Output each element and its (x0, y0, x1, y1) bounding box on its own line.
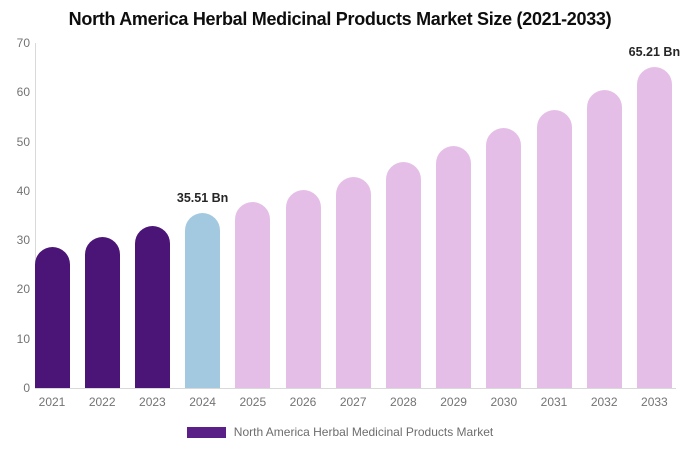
x-axis-tick-label: 2029 (440, 395, 467, 409)
x-axis-tick-label: 2024 (189, 395, 216, 409)
legend-label: North America Herbal Medicinal Products … (233, 425, 494, 439)
legend-swatch (186, 426, 226, 438)
bar-2027[interactable] (335, 176, 371, 388)
chart-title: North America Herbal Medicinal Products … (68, 9, 612, 29)
bar-2025[interactable] (235, 201, 271, 388)
bar-2032[interactable] (586, 89, 622, 388)
y-axis-tick-label: 60 (16, 85, 30, 100)
y-axis-tick-label: 30 (16, 233, 30, 248)
x-axis-tick-label: 2030 (490, 395, 518, 409)
bar-2024[interactable] (185, 213, 221, 388)
x-axis-tick-label: 2025 (239, 395, 267, 409)
y-axis-line (35, 43, 36, 388)
x-axis-tick-label: 2022 (88, 395, 116, 409)
bar-2030[interactable] (486, 128, 522, 388)
y-axis-tick-label: 20 (16, 282, 30, 297)
bar-2033[interactable] (636, 66, 672, 388)
bar-value-label: 35.51 Bn (176, 190, 229, 205)
y-axis-tick-label: 10 (16, 331, 30, 346)
bar-value-label: 65.21 Bn (628, 44, 680, 59)
y-axis-tick-label: 50 (16, 134, 30, 149)
x-axis-tick-label: 2027 (339, 395, 367, 409)
x-axis-line (35, 388, 676, 389)
bar-2029[interactable] (436, 145, 472, 388)
legend[interactable]: North America Herbal Medicinal Products … (0, 426, 680, 438)
bar-2031[interactable] (536, 110, 572, 388)
x-axis-tick-label: 2031 (540, 395, 568, 409)
x-axis-tick-label: 2026 (289, 395, 317, 409)
bar-2022[interactable] (84, 236, 120, 388)
bar-2026[interactable] (285, 189, 321, 388)
bar-2023[interactable] (134, 225, 170, 388)
x-axis-tick-label: 2033 (641, 395, 668, 409)
x-axis-tick-label: 2023 (139, 395, 166, 409)
bar-2028[interactable] (385, 161, 421, 388)
x-axis-tick-label: 2028 (390, 395, 417, 409)
x-axis-tick-label: 2032 (590, 395, 618, 409)
y-axis-tick-label: 40 (16, 183, 30, 198)
bar-2021[interactable] (34, 247, 70, 388)
y-axis-tick-label: 0 (23, 381, 30, 395)
y-axis-tick-label: 70 (16, 36, 30, 50)
x-axis-tick-label: 2021 (38, 395, 66, 409)
